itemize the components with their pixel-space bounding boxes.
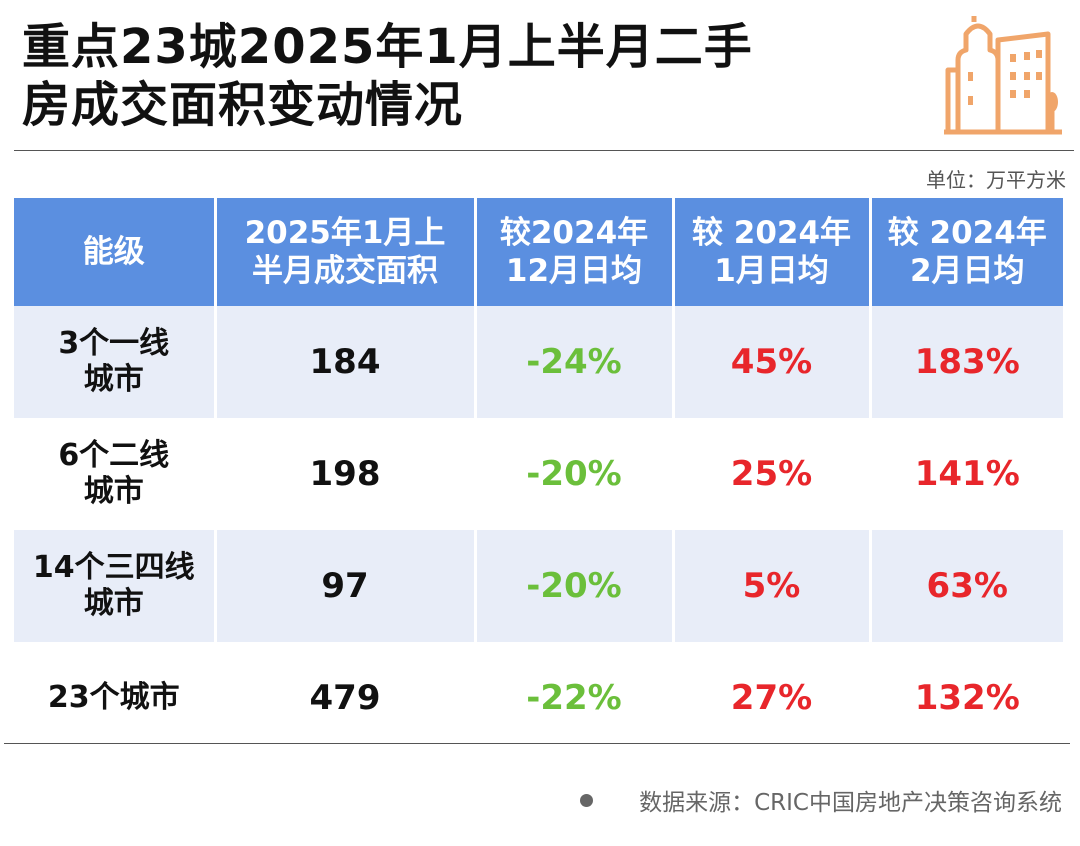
bullet-icon — [580, 793, 594, 807]
cell-vs-jan: 27% — [673, 642, 872, 754]
top-divider — [14, 150, 1074, 151]
header-vs-feb: 较 2024年 2月日均 — [870, 198, 1063, 306]
cell-area: 198 — [215, 418, 477, 530]
cell-area: 97 — [215, 530, 477, 642]
table-header-row: 能级 2025年1月上 半月成交面积 较2024年 12月日均 较 2024年 1月日… — [14, 198, 1063, 306]
table-row: 23个城市 479 -22% 27% 132% — [14, 642, 1063, 754]
cell-vs-feb: 183% — [870, 306, 1063, 418]
table-row: 14个三四线 城市 97 -20% 5% 63% — [14, 530, 1063, 642]
cell-vs-dec: -20% — [475, 418, 675, 530]
cell-vs-dec: -24% — [475, 306, 675, 418]
city-buildings-icon — [944, 12, 1062, 140]
cell-vs-feb: 141% — [870, 418, 1063, 530]
title-line-1: 重点23城2025年1月上半月二手 — [22, 19, 753, 75]
cell-vs-feb: 132% — [870, 642, 1063, 754]
cell-vs-dec: -20% — [475, 530, 675, 642]
bottom-divider — [4, 743, 1070, 744]
cell-vs-jan: 25% — [673, 418, 872, 530]
header-area: 2025年1月上 半月成交面积 — [215, 198, 477, 306]
header-tier: 能级 — [14, 198, 217, 306]
page-title: 重点23城2025年1月上半月二手 房成交面积变动情况 — [22, 18, 922, 134]
cell-vs-feb: 63% — [870, 530, 1063, 642]
table-row: 3个一线 城市 184 -24% 45% 183% — [14, 306, 1063, 418]
cell-tier: 14个三四线 城市 — [14, 530, 217, 642]
cell-area: 184 — [215, 306, 477, 418]
transaction-table: 能级 2025年1月上 半月成交面积 较2024年 12月日均 较 2024年 1月日… — [14, 198, 1063, 754]
title-line-2: 房成交面积变动情况 — [22, 77, 464, 133]
header-vs-dec: 较2024年 12月日均 — [475, 198, 675, 306]
table-row: 6个二线 城市 198 -20% 25% 141% — [14, 418, 1063, 530]
source-text: 数据来源：CRIC中国房地产决策咨询系统 — [639, 790, 1062, 816]
cell-vs-jan: 5% — [673, 530, 872, 642]
cell-area: 479 — [215, 642, 477, 754]
header-vs-jan: 较 2024年 1月日均 — [673, 198, 872, 306]
cell-tier: 23个城市 — [14, 642, 217, 754]
cell-tier: 3个一线 城市 — [14, 306, 217, 418]
source-note: 数据来源：CRIC中国房地产决策咨询系统 — [580, 783, 1062, 817]
cell-vs-dec: -22% — [475, 642, 675, 754]
cell-vs-jan: 45% — [673, 306, 872, 418]
cell-tier: 6个二线 城市 — [14, 418, 217, 530]
unit-label: 单位：万平方米 — [926, 168, 1066, 192]
